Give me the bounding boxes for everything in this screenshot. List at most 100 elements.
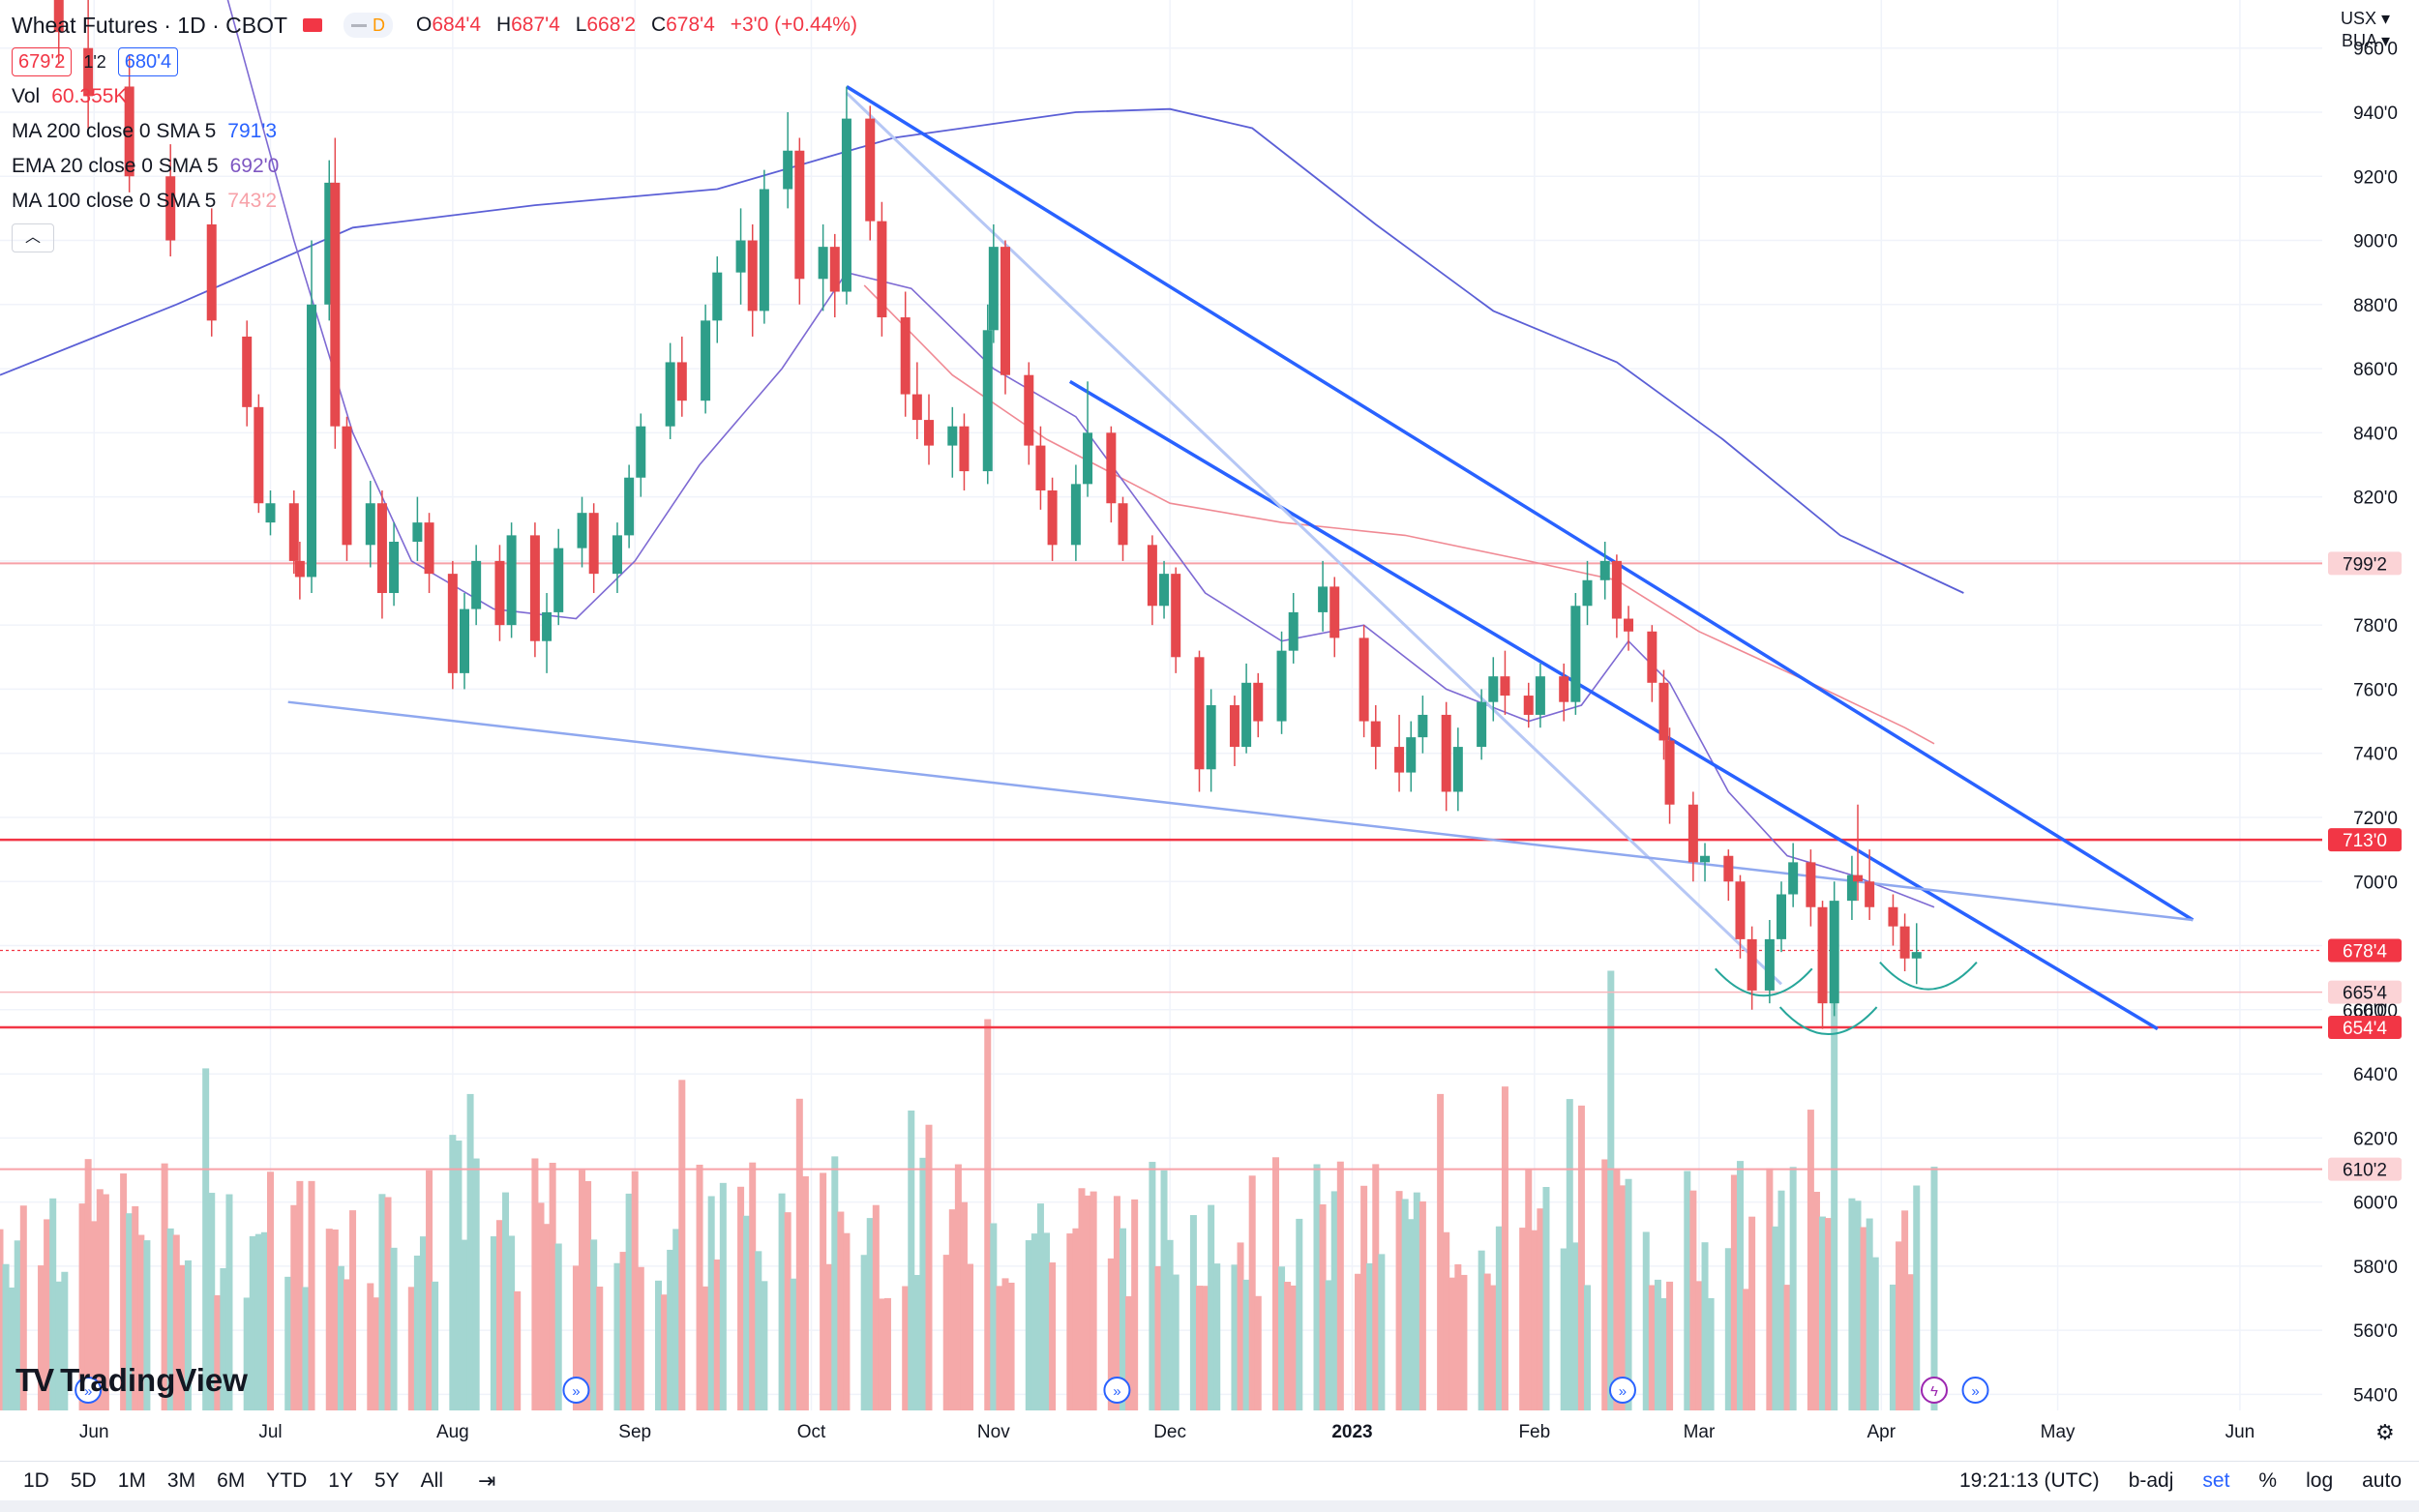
goto-date-icon[interactable]: ⇥ <box>478 1468 496 1493</box>
volume-bar <box>1407 1219 1415 1410</box>
candle-body <box>1777 894 1787 939</box>
volume-bar <box>1284 1282 1292 1410</box>
indicator-vol[interactable]: Vol 60.355K <box>12 85 128 107</box>
volume-bar <box>1378 1254 1386 1410</box>
unit-select[interactable]: BUA ▾ <box>2341 31 2390 50</box>
volume-bar <box>166 1228 174 1410</box>
volume-bar <box>38 1265 45 1410</box>
price-tag-label: 678'4 <box>2343 941 2387 962</box>
volume-bar <box>554 1243 562 1410</box>
range-5y-button[interactable]: 5Y <box>373 1469 400 1492</box>
volume-bar <box>1483 1273 1491 1410</box>
volume-bar <box>1325 1280 1332 1410</box>
volume-bar <box>743 1215 751 1410</box>
range-3m-button[interactable]: 3M <box>166 1469 196 1492</box>
sell-price-box[interactable]: 679'2 <box>12 47 73 76</box>
clock-time[interactable]: 19:21:13 (UTC) <box>1958 1469 2100 1492</box>
volume-bar <box>1336 1161 1344 1410</box>
range-1m-button[interactable]: 1M <box>117 1469 146 1492</box>
candle-body <box>818 247 828 280</box>
volume-bar <box>172 1234 180 1410</box>
buy-price-box[interactable]: 680'4 <box>117 47 179 76</box>
volume-bar <box>349 1210 357 1410</box>
candle-body <box>1241 682 1252 748</box>
ma100-line <box>863 284 1935 745</box>
volume-bar <box>613 1262 621 1410</box>
volume-bar <box>572 1265 580 1410</box>
volume-bar <box>472 1158 480 1410</box>
candle-body <box>712 272 723 321</box>
delay-badge[interactable]: D <box>343 13 394 38</box>
indicator-ema20[interactable]: EMA 20 close 0 SMA 5 692'0 <box>12 155 280 177</box>
volume-bar <box>254 1233 262 1410</box>
volume-bar <box>2 1263 10 1410</box>
volume-bar <box>1278 1266 1286 1410</box>
range-all-button[interactable]: All <box>420 1469 443 1492</box>
indicator-ma100[interactable]: MA 100 close 0 SMA 5 743'2 <box>12 190 278 212</box>
volume-bar <box>1766 1168 1774 1410</box>
volume-bar <box>878 1298 885 1410</box>
volume-bar <box>1789 1167 1797 1410</box>
trendline <box>1068 379 2159 1031</box>
chart-legend: Wheat Futures · 1D · CBOT D O684'4 H687'… <box>12 8 867 253</box>
range-ytd-button[interactable]: YTD <box>266 1469 308 1492</box>
candle-body <box>701 320 711 401</box>
volume-bar <box>220 1267 227 1410</box>
price-tick-label: 700'0 <box>2353 873 2398 893</box>
time-tick-label: Sep <box>618 1422 651 1442</box>
price-axis[interactable]: 540'0560'0580'0600'0620'0640'0660'0680'0… <box>2328 40 2402 1407</box>
flag-icon <box>303 18 323 32</box>
indicator-ma200[interactable]: MA 200 close 0 SMA 5 791'3 <box>12 120 278 142</box>
candlesticks <box>53 0 1922 1029</box>
volume-bar <box>1807 1110 1814 1410</box>
set-toggle[interactable]: set <box>2202 1469 2230 1492</box>
collapse-legend-button[interactable]: ︿ <box>12 223 54 252</box>
candle-body <box>1318 586 1329 612</box>
volume-bar <box>1107 1258 1115 1410</box>
volume-bar <box>1208 1204 1215 1410</box>
candle-body <box>1288 611 1299 651</box>
range-6m-button[interactable]: 6M <box>217 1469 246 1492</box>
volume-bar <box>537 1202 545 1410</box>
gear-icon: ⚙ <box>2375 1420 2395 1444</box>
volume-bar <box>1607 970 1615 1410</box>
auto-toggle[interactable]: auto <box>2362 1469 2402 1492</box>
volume-bar <box>1043 1232 1051 1410</box>
time-axis[interactable]: Jun Jul Aug Sep Oct Nov Dec 2023 Feb Mar Apr May Jun… <box>79 1420 2395 1444</box>
price-tick-label: 880'0 <box>2353 296 2398 316</box>
volume-bar <box>249 1235 256 1410</box>
percent-toggle[interactable]: % <box>2258 1469 2278 1492</box>
candle-body <box>1329 586 1340 638</box>
event-glyph: » <box>84 1383 92 1400</box>
b-adj-toggle[interactable]: b-adj <box>2128 1469 2174 1492</box>
log-toggle[interactable]: log <box>2306 1469 2334 1492</box>
volume-bar <box>543 1224 551 1410</box>
volume-bar <box>1478 1250 1485 1410</box>
event-markers[interactable]: » » » » ϟ » <box>75 1377 1989 1404</box>
volume-bar <box>1395 1191 1403 1410</box>
volume-bar <box>1619 1185 1627 1410</box>
candle-body <box>1194 657 1205 770</box>
range-5d-button[interactable]: 5D <box>70 1469 97 1492</box>
trendlines[interactable] <box>287 84 2195 1036</box>
tradingview-logo[interactable]: TV TradingView <box>15 1362 248 1398</box>
candle-body <box>1418 714 1428 738</box>
candle-body <box>1024 374 1034 446</box>
currency-select[interactable]: USX ▾ <box>2340 9 2390 28</box>
volume-bar <box>1642 1231 1650 1410</box>
volume-bar <box>1689 1190 1697 1410</box>
volume-bar <box>1231 1264 1239 1410</box>
ma200-line <box>0 107 1964 594</box>
symbol-title[interactable]: Wheat Futures · 1D · CBOT <box>12 13 288 38</box>
range-1y-button[interactable]: 1Y <box>328 1469 353 1492</box>
range-1d-button[interactable]: 1D <box>23 1469 49 1492</box>
axis-settings[interactable]: USX ▾ BUA ▾ <box>2341 8 2390 52</box>
candle-body <box>1764 938 1775 991</box>
volume-bar <box>737 1186 745 1410</box>
candle-body <box>342 426 352 546</box>
candle-body <box>636 426 646 478</box>
volume-bar <box>1525 1170 1533 1410</box>
candle-body <box>1276 650 1287 722</box>
volume-bar <box>1319 1203 1327 1410</box>
